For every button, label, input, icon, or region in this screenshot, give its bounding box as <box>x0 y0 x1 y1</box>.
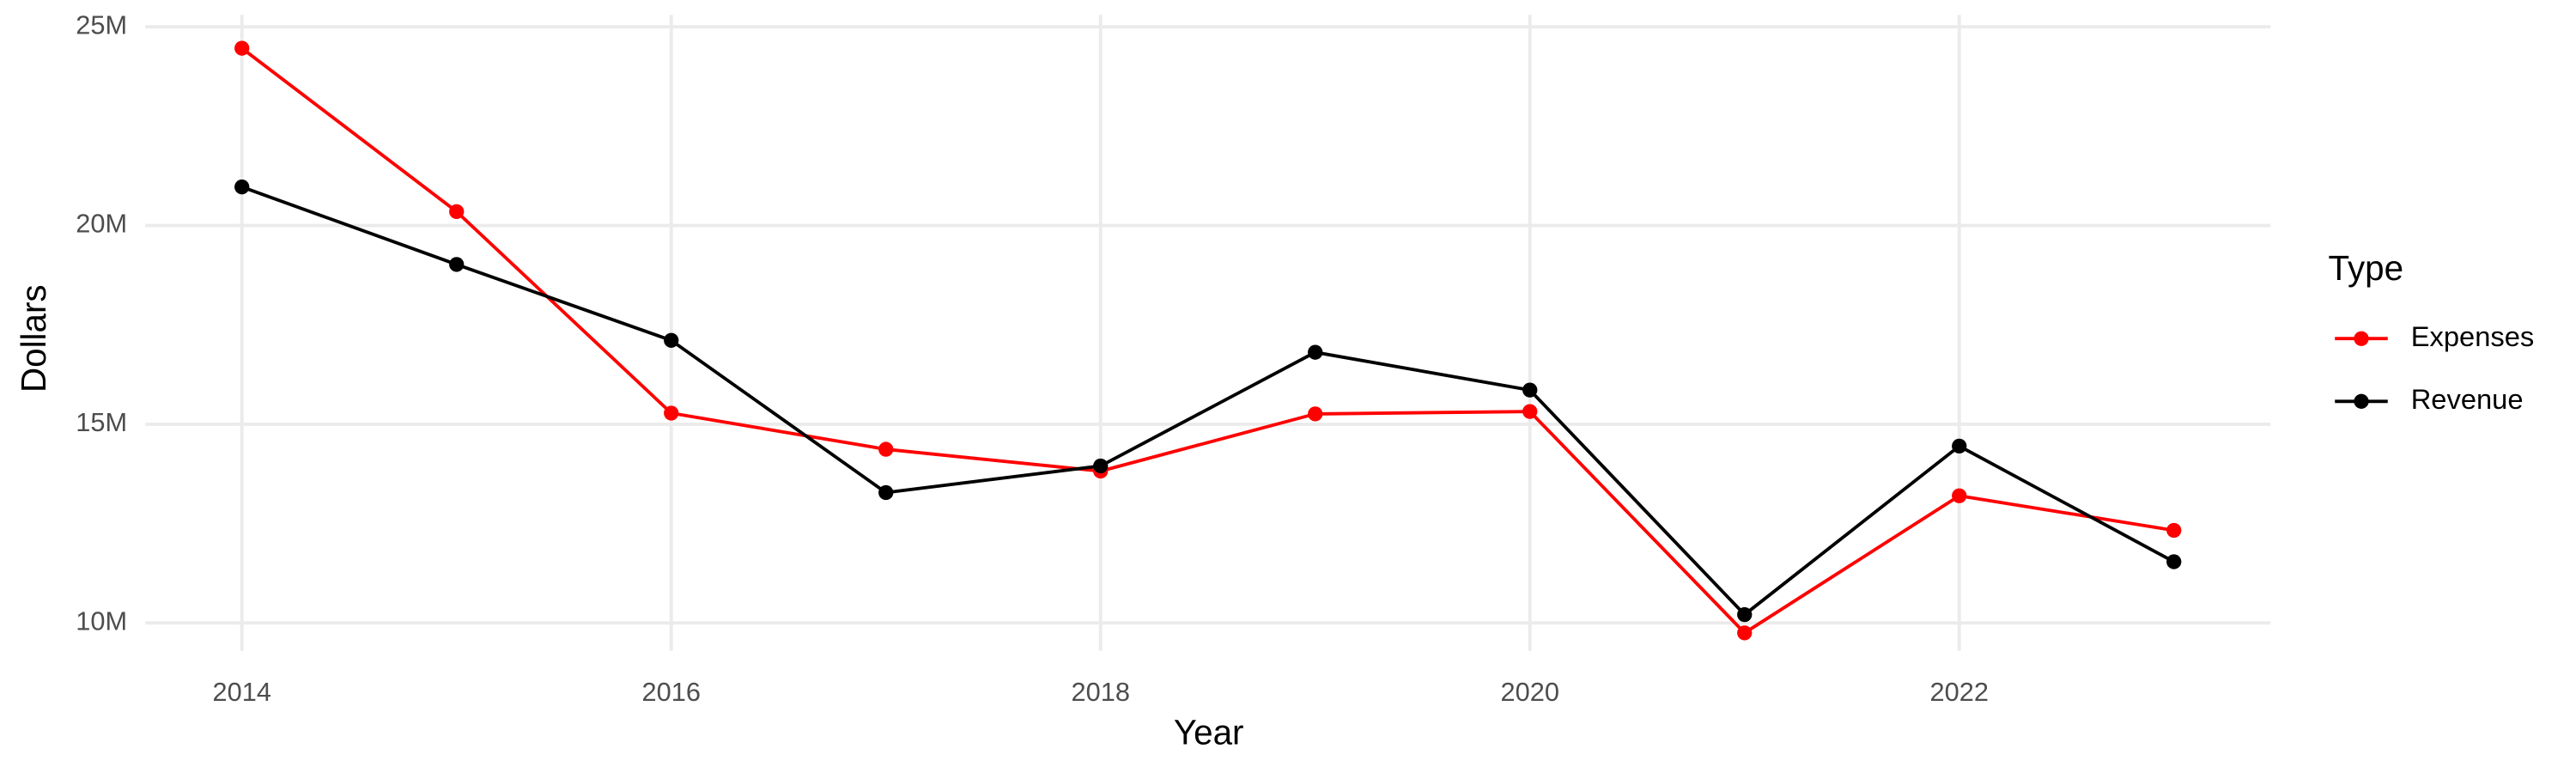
legend-swatch <box>2354 393 2369 409</box>
series-line <box>240 46 2175 636</box>
x-tick-label: 2018 <box>1072 677 1130 707</box>
data-point <box>664 332 679 348</box>
data-point <box>1093 458 1109 474</box>
data-point <box>878 484 894 501</box>
y-tick-label: 10M <box>76 606 127 636</box>
y-axis-title: Dollars <box>14 284 53 393</box>
data-point <box>234 40 250 56</box>
y-tick-label: 15M <box>76 407 127 437</box>
legend-label: Expenses <box>2411 320 2535 352</box>
data-point <box>1952 438 1967 454</box>
data-point <box>1308 344 1323 360</box>
x-tick-label: 2016 <box>642 677 701 707</box>
data-point <box>1308 406 1323 422</box>
x-tick-label: 2014 <box>213 677 271 707</box>
x-axis-title: Year <box>1174 712 1244 752</box>
data-point <box>2166 554 2182 569</box>
series-line <box>241 185 2175 618</box>
x-tick-label: 2020 <box>1501 677 1559 707</box>
legend-label: Revenue <box>2411 383 2524 415</box>
data-point <box>1737 606 1753 623</box>
y-tick-label: 25M <box>76 9 127 40</box>
x-tick-label: 2022 <box>1930 677 1989 707</box>
data-point <box>234 180 250 195</box>
data-point <box>878 441 894 457</box>
data-point <box>1522 404 1538 419</box>
data-point <box>1952 488 1967 503</box>
data-point <box>664 405 679 421</box>
data-point <box>449 257 465 272</box>
legend-swatch <box>2354 331 2369 346</box>
data-point <box>2166 522 2182 539</box>
data-point <box>1737 625 1753 641</box>
legend-title: Type <box>2329 248 2404 288</box>
y-tick-label: 20M <box>76 209 127 239</box>
data-point <box>1522 382 1538 398</box>
data-point <box>449 204 465 220</box>
